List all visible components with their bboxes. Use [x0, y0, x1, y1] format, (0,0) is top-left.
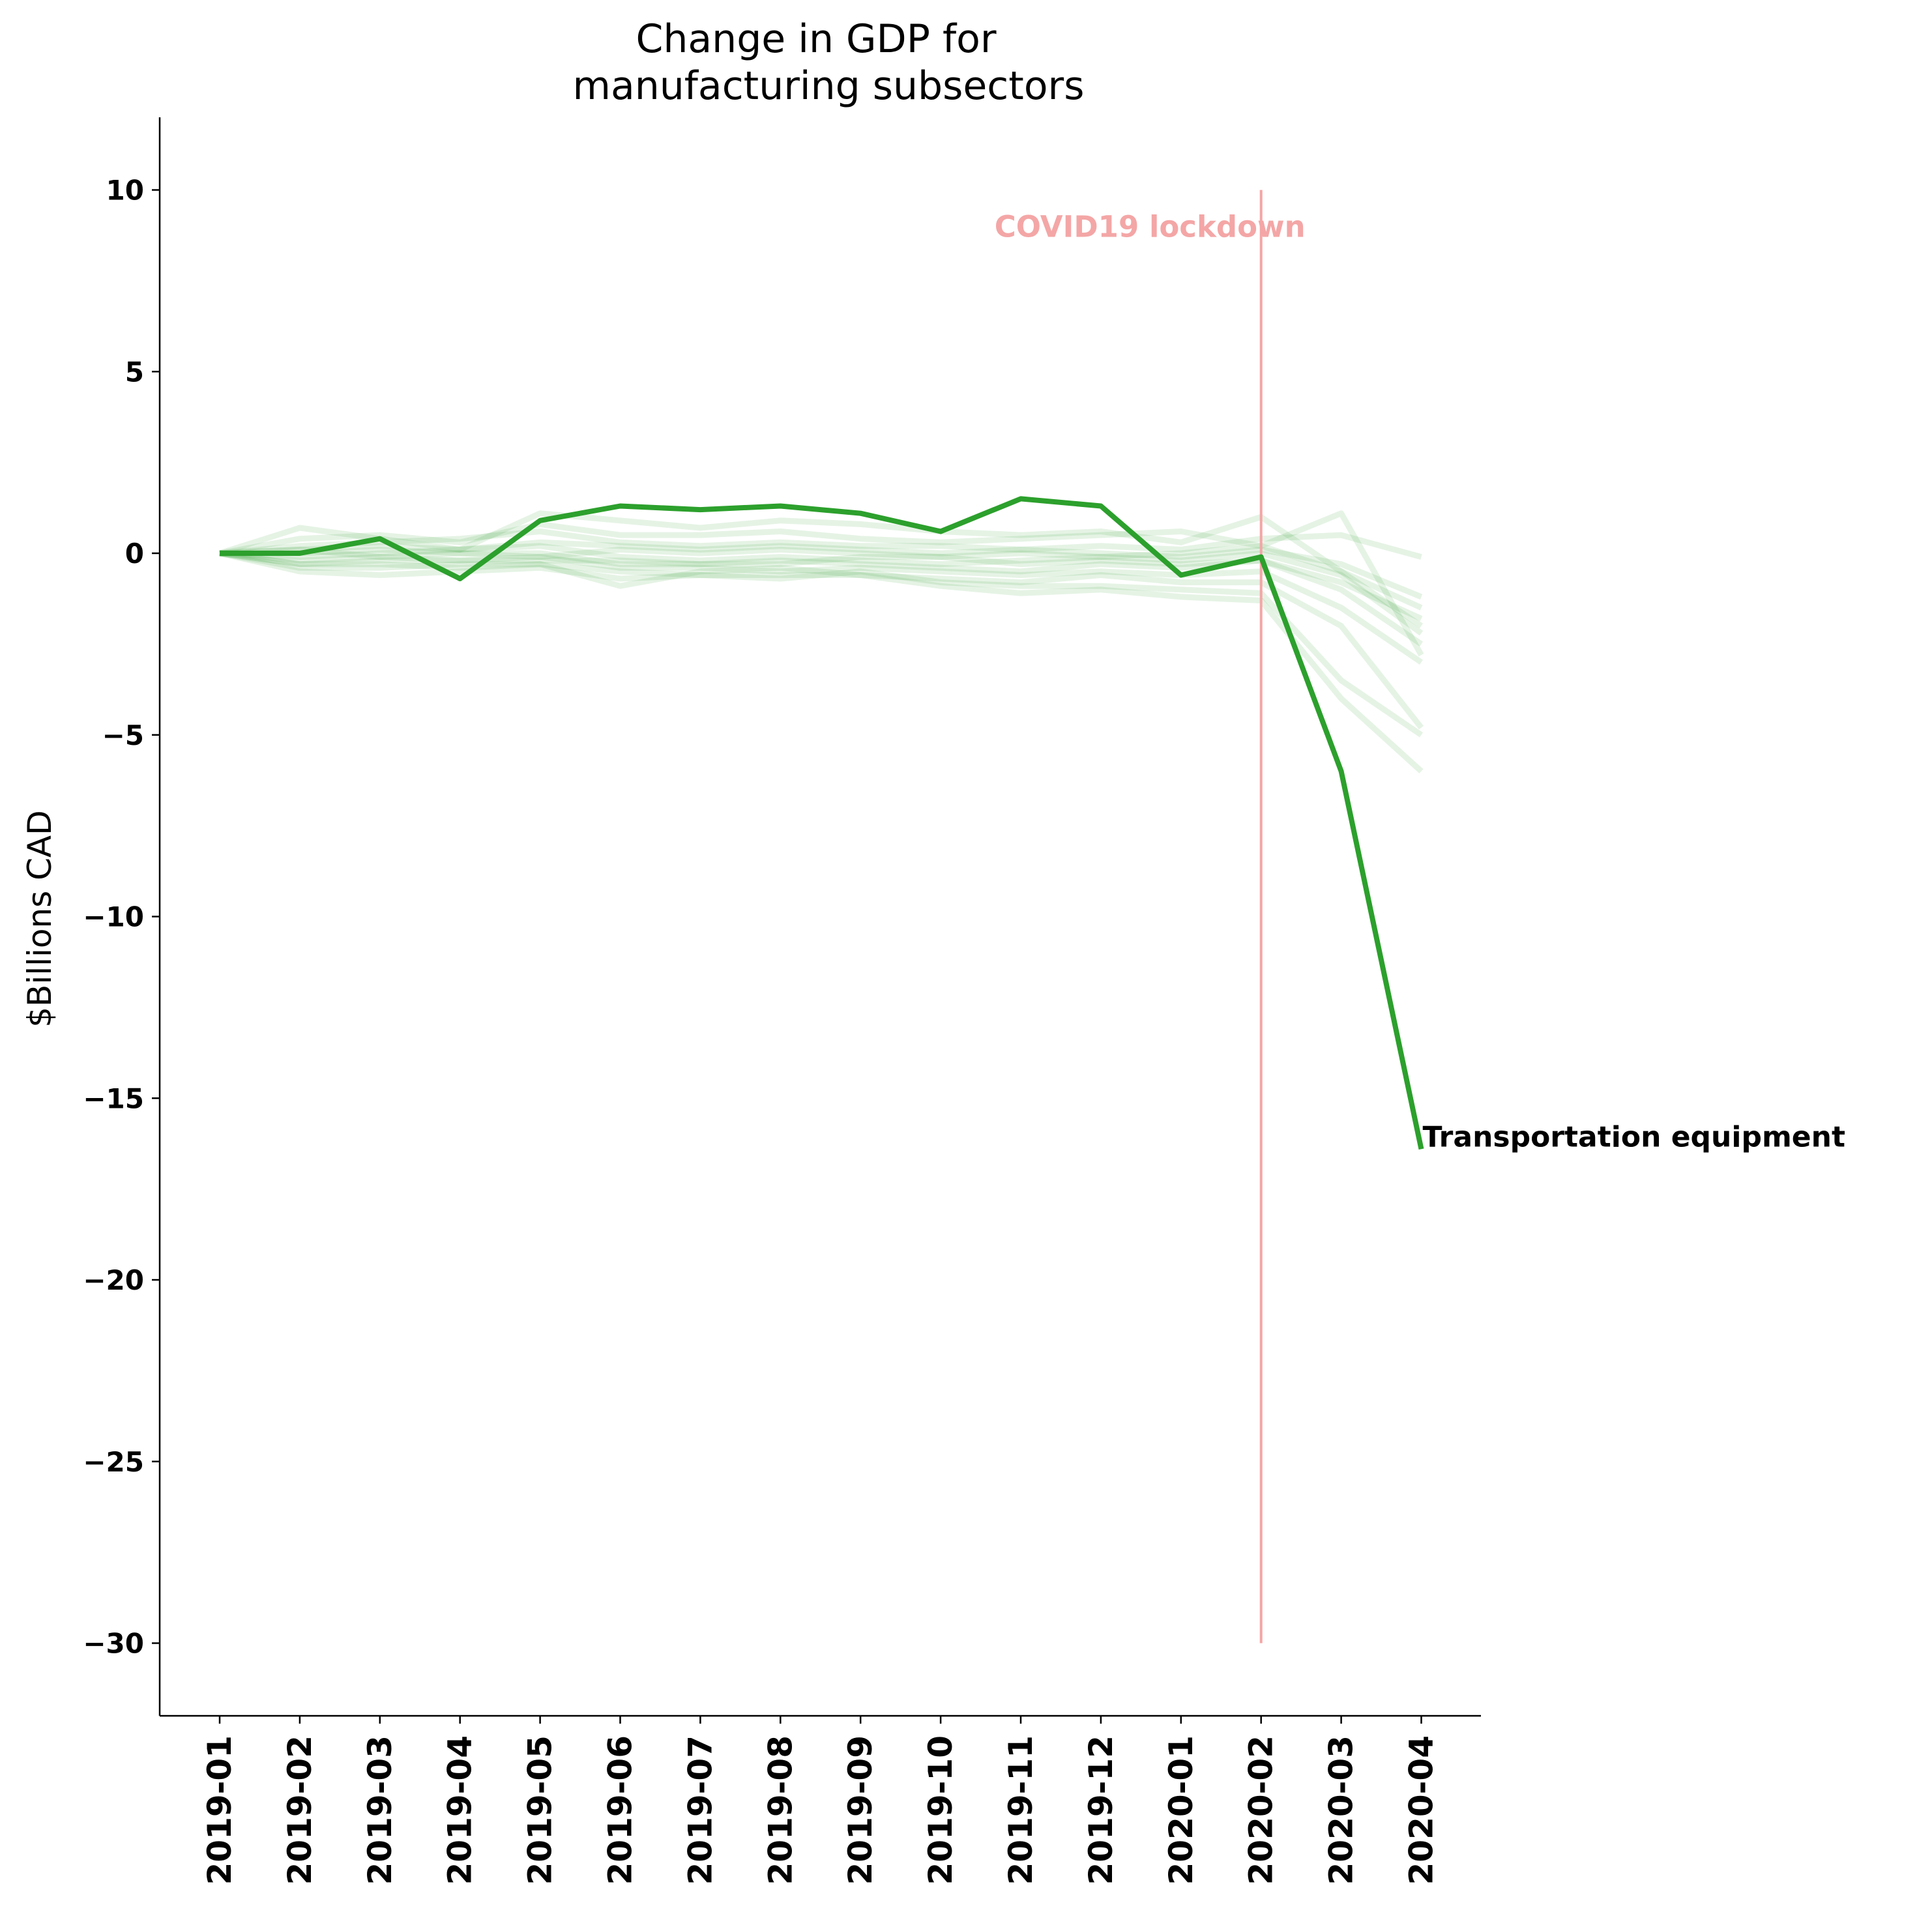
chart-title-line-1: Change in GDP for: [636, 16, 996, 62]
covid-lockdown-annotation: COVID19 lockdown: [995, 209, 1306, 244]
x-tick-label: 2019-03: [361, 1735, 399, 1885]
y-tick-label: −30: [83, 1628, 144, 1660]
y-tick-label: −10: [83, 901, 144, 933]
transportation-equipment-line: [220, 496, 1424, 1150]
x-tick-label: 2019-12: [1082, 1735, 1120, 1885]
background-series-line: [218, 510, 1423, 611]
chart-title-line-2: manufacturing subsectors: [573, 63, 1085, 109]
background-series-line: [219, 510, 1424, 657]
x-tick-label: 2019-08: [761, 1735, 799, 1885]
x-tick-label: 2019-06: [602, 1735, 639, 1885]
series-label-transportation-equipment: Transportation equipment: [1423, 1120, 1846, 1153]
plot-area: 10 5 0 −5 −10 −15 −20 −25 −30 2019-01 2019-02 2019-…: [83, 117, 1845, 1885]
background-series-line: [219, 550, 1424, 738]
y-tick-label: −25: [83, 1446, 144, 1478]
x-tick-label: 2019-02: [281, 1735, 319, 1885]
x-tick-label: 2019-01: [201, 1735, 239, 1885]
x-tick-label: 2019-11: [1002, 1735, 1040, 1885]
y-tick-label: 0: [125, 538, 144, 570]
x-tick-label: 2019-10: [922, 1735, 959, 1885]
x-tick-label: 2019-05: [521, 1735, 559, 1885]
background-series-line: [219, 550, 1424, 774]
y-tick-label: 10: [106, 175, 144, 207]
background-series-line: [219, 543, 1424, 629]
y-tick-label: 5: [125, 356, 144, 388]
background-series-line: [219, 550, 1424, 730]
x-tick-label: 2020-04: [1403, 1735, 1441, 1885]
x-tick-label: 2019-04: [441, 1735, 479, 1885]
background-series-line: [219, 528, 1422, 560]
x-tick-label: 2019-09: [842, 1735, 879, 1885]
background-series-line: [219, 539, 1423, 600]
x-tick-label: 2019-07: [681, 1735, 719, 1885]
x-tick-label: 2020-02: [1242, 1735, 1280, 1885]
x-tick-label: 2020-03: [1323, 1735, 1360, 1885]
y-tick-label: −15: [83, 1082, 144, 1114]
background-series-line: [220, 546, 1424, 636]
x-tick-label: 2020-01: [1162, 1735, 1200, 1885]
y-tick-label: −20: [83, 1264, 144, 1296]
y-axis-label: $Billions CAD: [21, 810, 59, 1028]
y-tick-label: −5: [102, 719, 144, 751]
